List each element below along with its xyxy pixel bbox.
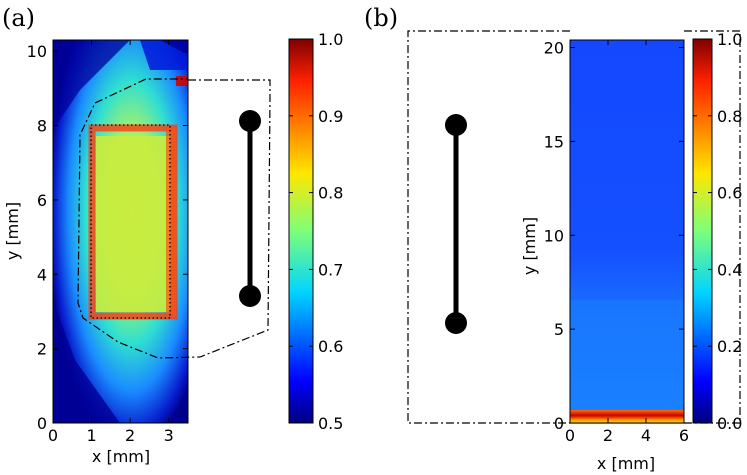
panel-a-ytick-label: 0 [37,414,47,433]
panel-label-a: (a) [2,4,35,32]
panel-b-axes: 0 2 4 6 0 5 10 15 20 [544,39,689,445]
panel-a-xlabel: x [mm] [92,447,150,466]
panel-b-xtick-label: 4 [641,426,651,445]
panel-b-ylabel: y [mm] [520,217,539,275]
panel-a-plot-frame [52,39,189,424]
panel-a-ytick-label: 4 [37,265,47,284]
panel-a-xtick-label: 3 [164,426,174,445]
panel-a-dumbbell-icon [239,110,261,307]
panel-a-ytick-label: 2 [37,340,47,359]
panel-a-cbar-tick-label: 0.6 [318,337,343,356]
panel-a-cbar-tick-label: 1.0 [318,30,343,49]
panel-b-colorbar [692,38,713,424]
panel-b-cbar-tick-label: 1.0 [717,30,742,49]
panel-a-axes: 0 1 2 3 0 2 4 6 8 10 [27,40,188,445]
panel-a-ytick-label: 10 [27,42,47,61]
panel-a-ytick-label: 6 [37,191,47,210]
panel-a-ylabel: y [mm] [3,202,22,260]
panel-b-cbar-tick-label: 0.0 [717,414,742,433]
panel-b-xtick-label: 6 [679,426,689,445]
panel-b-cbar-tick-label: 0.2 [717,337,742,356]
panel-b-cbar-tick-label: 0.8 [717,107,742,126]
panel-a-cbar-tick-label: 0.7 [318,260,343,279]
panel-b-contour [407,30,570,424]
panel-b-dumbbell-icon [445,114,467,334]
panel-b-cbar-tick-label: 0.4 [717,260,742,279]
panel-b-cbar-tick-label: 0.6 [717,184,742,203]
panel-b-ytick-label: 5 [554,320,564,339]
panel-a-xtick-label: 2 [125,426,135,445]
panel-b-ytick-label: 15 [544,132,564,151]
panel-a-cbar-tick-label: 0.8 [318,184,343,203]
panel-a-colorbar-ticks: 0.5 0.6 0.7 0.8 0.9 1.0 [289,30,343,433]
panel-a-ytick-label: 8 [37,117,47,136]
panel-b-plot-frame [569,39,685,424]
panel-b-colorbar-ticks: 0.0 0.2 0.4 0.6 0.8 1.0 [693,30,742,433]
panel-a-xtick-label: 0 [48,426,58,445]
panel-a-xtick-label: 1 [86,426,96,445]
panel-b-xtick-label: 0 [565,426,575,445]
panel-b-xlabel: x [mm] [597,454,655,473]
panel-label-b: (b) [364,4,398,32]
panel-a-colorbar [288,38,314,424]
panel-b-ytick-label: 20 [544,39,564,58]
panel-b-ytick-label: 10 [544,226,564,245]
panel-a-cbar-tick-label: 0.9 [318,107,343,126]
panel-a-cbar-tick-label: 0.5 [318,414,343,433]
panel-a-contour [77,78,271,359]
panel-b-ytick-label: 0 [554,414,564,433]
panel-a-heatmap [53,40,188,423]
panel-b-heatmap [570,40,684,424]
panel-b-xtick-label: 2 [603,426,613,445]
